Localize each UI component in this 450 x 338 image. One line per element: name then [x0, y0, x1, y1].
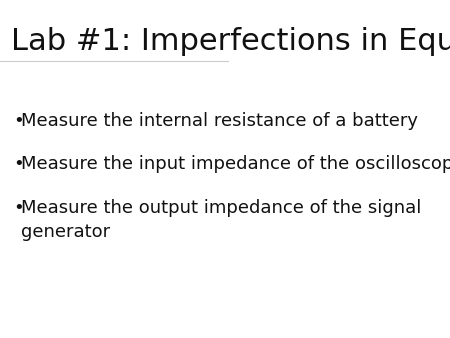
Text: Lab #1: Imperfections in Equipment: Lab #1: Imperfections in Equipment	[11, 27, 450, 56]
Text: Measure the output impedance of the signal
generator: Measure the output impedance of the sign…	[21, 199, 421, 241]
Text: •: •	[14, 112, 24, 129]
Text: Measure the input impedance of the oscilloscope: Measure the input impedance of the oscil…	[21, 155, 450, 173]
Text: •: •	[14, 155, 24, 173]
Text: •: •	[14, 199, 24, 217]
Text: Measure the internal resistance of a battery: Measure the internal resistance of a bat…	[21, 112, 418, 129]
